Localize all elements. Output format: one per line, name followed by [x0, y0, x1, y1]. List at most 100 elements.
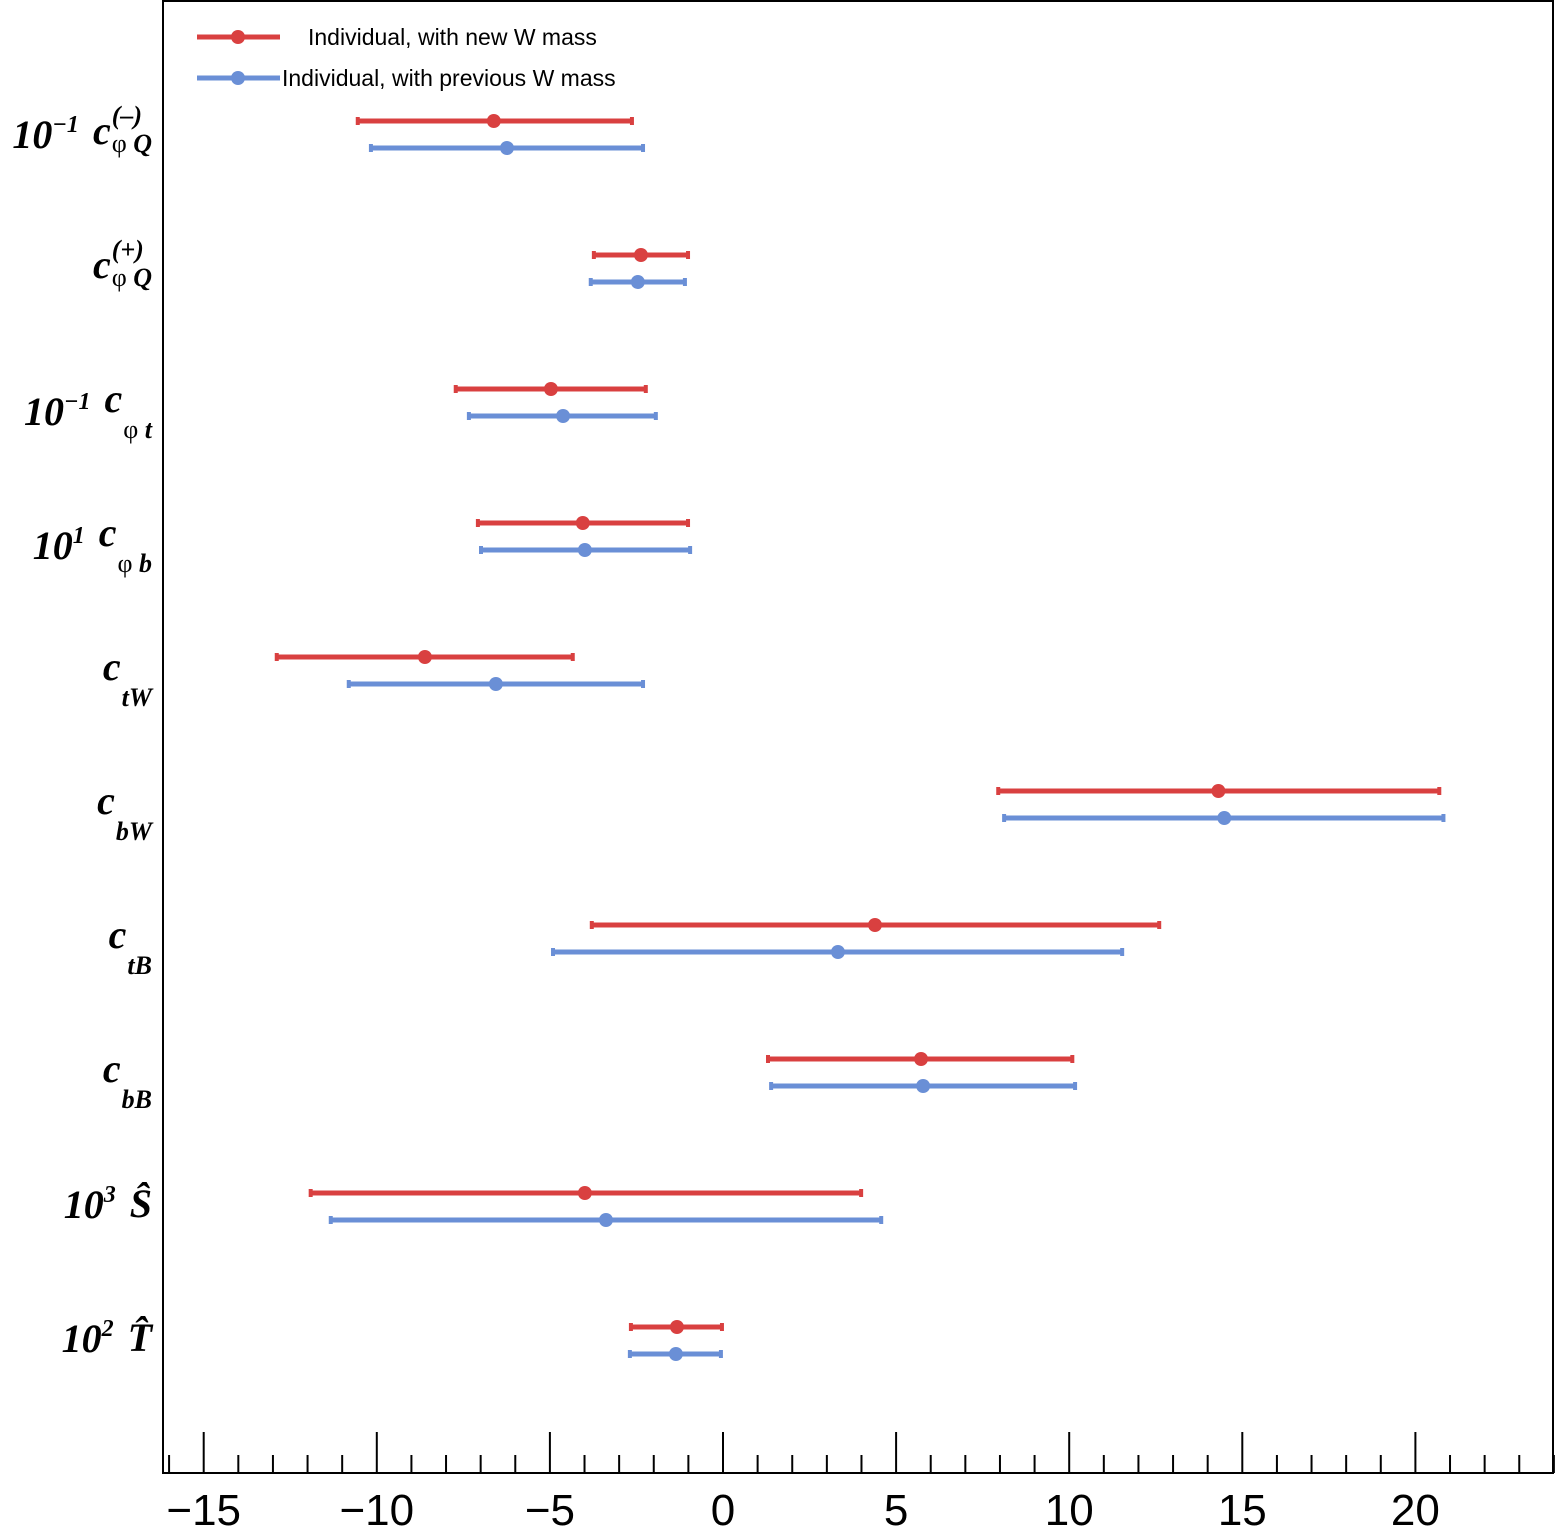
data-point — [830, 945, 845, 959]
label-superscript — [116, 791, 152, 817]
y-tick-label: c bB — [103, 1049, 152, 1113]
errorbar-previous — [466, 409, 658, 423]
label-base: T̂ — [127, 1315, 152, 1360]
errorbar-new — [766, 1052, 1075, 1066]
x-tick-label: 10 — [1045, 1486, 1094, 1528]
y-tick-label: 103 Ŝ — [64, 1183, 152, 1225]
label-symbol: c bB — [103, 1049, 152, 1113]
label-subscript: bB — [122, 1087, 152, 1113]
y-tick-label: c tW — [103, 647, 152, 711]
label-subscript: φ Q — [112, 265, 152, 291]
errorbar-previous — [346, 677, 646, 691]
data-point — [499, 141, 514, 155]
label-exponent: 1 — [72, 523, 85, 549]
label-indices: bW — [116, 799, 152, 845]
label-subscript-text: tW — [121, 683, 152, 712]
legend: Individual, with new W mass Individual, w… — [197, 24, 616, 91]
label-indices: (–) φ Q — [112, 103, 152, 157]
data-point — [486, 114, 501, 128]
errorbar-new — [591, 248, 691, 262]
label-subscript-text: Q — [126, 129, 152, 158]
label-symbol: T̂ — [128, 1318, 152, 1358]
label-subscript: tB — [127, 953, 152, 979]
y-tick-label: 10−1 c φ t — [24, 379, 152, 443]
label-symbol: c tB — [109, 915, 152, 979]
data-point — [669, 1320, 684, 1334]
label-exponent: −1 — [63, 389, 91, 415]
x-tick-label: 20 — [1391, 1486, 1440, 1528]
label-prefactor: 103 — [63, 1182, 116, 1227]
label-indices: tB — [127, 933, 152, 979]
data-point — [668, 1347, 683, 1361]
errorbar-previous — [1002, 811, 1446, 825]
label-subscript: φ Q — [112, 131, 152, 157]
label-indices: bB — [122, 1067, 152, 1113]
label-base: c — [92, 242, 111, 287]
errorbar-new — [308, 1186, 864, 1200]
y-tick-label: c bW — [97, 781, 152, 845]
x-axis: −15 −10 −5 0 5 10 15 20 — [166, 1432, 1555, 1528]
errorbar-new — [274, 650, 575, 664]
data-point — [543, 382, 558, 396]
label-subscript-text: bW — [115, 817, 152, 846]
x-tick-label: 0 — [711, 1486, 735, 1528]
errorbar-previous — [328, 1213, 884, 1227]
label-superscript: (–) — [111, 101, 143, 130]
errorbar-previous — [769, 1079, 1078, 1093]
label-base: c — [102, 644, 121, 689]
data-point — [1211, 784, 1226, 798]
data-point — [556, 409, 571, 423]
errorbar-previous — [551, 945, 1125, 959]
label-indices: (+) φ Q — [112, 237, 152, 291]
data-point — [488, 677, 503, 691]
label-superscript — [123, 389, 152, 415]
y-tick-label: 10−1 c (–) φ Q — [12, 103, 152, 157]
label-indices: φ b — [117, 531, 152, 577]
label-base: c — [98, 510, 117, 555]
data-point — [417, 650, 432, 664]
data-point — [1217, 811, 1232, 825]
errorbar-previous — [479, 543, 693, 557]
label-base: c — [104, 376, 123, 421]
x-tick-label: −5 — [525, 1486, 575, 1528]
y-tick-label: 102 T̂ — [62, 1317, 152, 1359]
phi-symbol: φ — [117, 549, 133, 578]
label-exponent: −1 — [52, 112, 79, 138]
x-tick-label: 15 — [1218, 1486, 1267, 1528]
data-point — [630, 275, 645, 289]
errorbar-previous — [368, 141, 646, 155]
label-prefactor: 101 — [32, 523, 85, 568]
data-point — [577, 543, 592, 557]
errorbar-previous — [627, 1347, 723, 1361]
label-prefactor: 10−1 — [12, 112, 79, 157]
label-subscript: φ b — [117, 551, 152, 577]
label-subscript: bW — [116, 819, 152, 845]
label-symbol: c φ b — [99, 513, 152, 577]
errorbar-new — [355, 114, 634, 128]
label-subscript-text: bB — [121, 1085, 152, 1114]
errorbar-new — [453, 382, 648, 396]
y-tick-label: 101 c φ b — [33, 513, 152, 577]
label-superscript — [122, 657, 152, 683]
label-indices: tW — [122, 665, 152, 711]
label-subscript-text: Q — [126, 263, 152, 292]
data-point — [633, 248, 648, 262]
phi-symbol: φ — [111, 129, 127, 158]
data-point — [916, 1079, 931, 1093]
label-subscript: tW — [122, 685, 152, 711]
label-symbol: c (–) φ Q — [92, 103, 152, 157]
label-base: c — [92, 108, 111, 153]
data-point — [867, 918, 882, 932]
label-symbol: c bW — [97, 781, 152, 845]
errorbar-new — [475, 516, 691, 530]
label-exponent: 2 — [101, 1316, 114, 1342]
y-tick-label: c tB — [109, 915, 152, 979]
label-superscript: (+) — [111, 235, 144, 264]
errorbar-new — [589, 918, 1162, 932]
y-tick-label: c (+) φ Q — [92, 237, 152, 291]
label-subscript-text: b — [132, 549, 152, 578]
x-tick-label: 5 — [884, 1486, 908, 1528]
legend-marker — [231, 71, 245, 85]
label-symbol: c φ t — [104, 379, 152, 443]
